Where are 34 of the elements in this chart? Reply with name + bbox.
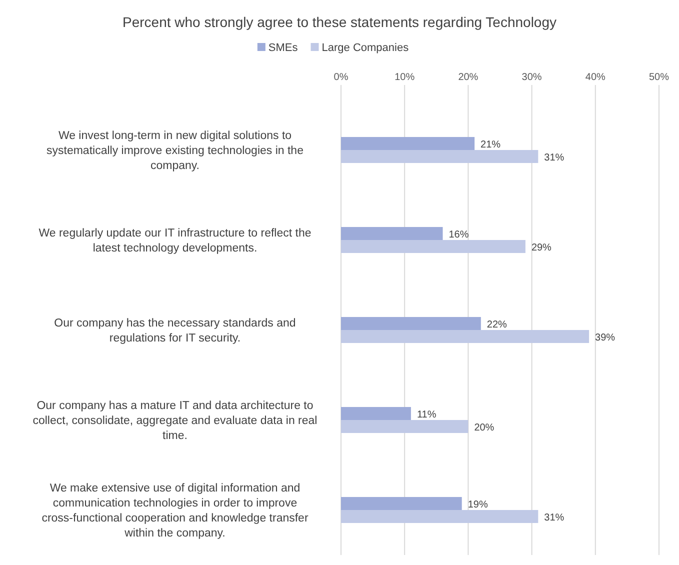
bar: [341, 150, 538, 163]
x-tick-label: 20%: [458, 72, 478, 83]
data-label: 22%: [486, 320, 508, 330]
bar: [341, 420, 468, 433]
bar: [341, 330, 590, 343]
bar: [341, 240, 526, 253]
legend-label: Large Companies: [322, 42, 410, 54]
y-tick-label: We make extensive use of digital information and communication technologies in order to improve cross-functional cooperation and knowledge transfer within the company.: [42, 482, 308, 540]
data-label: 19%: [468, 500, 488, 510]
x-tick-label: 30%: [522, 72, 542, 83]
data-label: 21%: [480, 140, 501, 150]
bar: [341, 407, 411, 420]
x-tick-label: 40%: [585, 72, 606, 83]
y-tick-label: Our company has the necessary standards and regulations for IT security.: [54, 318, 296, 344]
x-tick-label: 0%: [334, 72, 348, 83]
bar: [341, 317, 481, 330]
bar: [341, 497, 462, 510]
y-tick-label: We invest long-term in new digital solutions to systematically improve existing technologies in the company.: [46, 130, 304, 172]
data-label: 31%: [544, 152, 564, 164]
y-tick-label: Our company has a mature IT and data architecture to collect, consolidate, aggregate and evaluate data in real time.: [32, 400, 318, 442]
bar: [341, 137, 475, 150]
data-label: 31%: [544, 512, 564, 524]
data-label: 39%: [595, 332, 616, 344]
data-label: 29%: [531, 242, 552, 254]
data-label: 11%: [416, 410, 436, 420]
x-tick-label: 10%: [394, 72, 415, 83]
bar: [341, 227, 443, 240]
y-tick-label: We regularly update our IT infrastructure to reflect the latest technology developments.: [38, 228, 312, 254]
data-label: 16%: [448, 230, 469, 240]
legend-label: SMEs: [268, 42, 298, 54]
chart-title: Percent who strongly agree to these statements regarding Technology: [122, 14, 556, 30]
bar: [341, 510, 538, 523]
x-tick-label: 50%: [648, 72, 670, 83]
data-label: 20%: [474, 422, 494, 434]
